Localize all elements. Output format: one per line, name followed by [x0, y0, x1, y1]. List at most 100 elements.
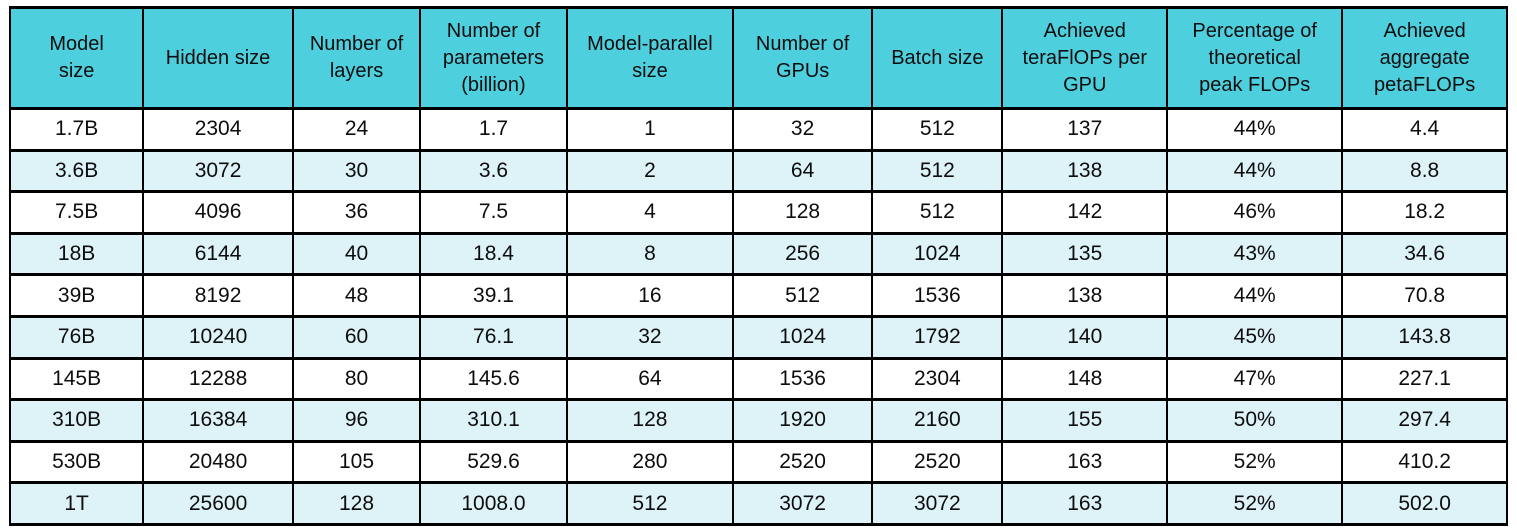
column-header-hidden-size: Hidden size: [142, 6, 294, 110]
table-cell: 32: [731, 107, 874, 152]
table-cell: 8: [565, 231, 735, 277]
table-row: 18B 6144 40 18.4 8 256 1024 135 43% 34.6: [8, 231, 1508, 277]
table-cell: 410.2: [1341, 439, 1508, 485]
table-cell: 140: [1001, 314, 1169, 360]
table-body: 1.7B 2304 24 1.7 1 32 512 137 44% 4.4 3.6B 3072 30 3.…: [8, 107, 1508, 526]
table-cell: 1024: [871, 231, 1004, 277]
table-cell: 16: [565, 273, 735, 318]
table-cell: 39B: [8, 273, 145, 318]
table-cell: 3.6B: [8, 148, 145, 194]
table-cell: 310B: [8, 398, 145, 443]
table-cell: 40: [291, 231, 422, 277]
table-cell: 138: [1001, 273, 1169, 318]
table-cell: 3072: [142, 148, 294, 194]
table-cell: 36: [291, 190, 422, 235]
column-header-batch-size: Batch size: [871, 6, 1004, 110]
table-cell: 1.7: [419, 107, 568, 152]
table-cell: 34.6: [1341, 231, 1508, 277]
header-row: Model size Hidden size Number of layers …: [8, 6, 1508, 110]
table-cell: 137: [1001, 107, 1169, 152]
table-row: 1.7B 2304 24 1.7 1 32 512 137 44% 4.4: [8, 107, 1508, 152]
table-cell: 44%: [1166, 107, 1344, 152]
table-cell: 7.5B: [8, 190, 145, 235]
table-cell: 145.6: [419, 356, 568, 402]
table-cell: 8.8: [1341, 148, 1508, 194]
table-cell: 502.0: [1341, 481, 1508, 526]
table-cell: 4.4: [1341, 107, 1508, 152]
table-cell: 18.4: [419, 231, 568, 277]
table-cell: 1536: [731, 356, 874, 402]
table-cell: 1792: [871, 314, 1004, 360]
table-cell: 1024: [731, 314, 874, 360]
table-cell: 148: [1001, 356, 1169, 402]
table-cell: 44%: [1166, 273, 1344, 318]
table-cell: 47%: [1166, 356, 1344, 402]
table-cell: 2160: [871, 398, 1004, 443]
table-cell: 128: [291, 481, 422, 526]
table-cell: 4: [565, 190, 735, 235]
table-cell: 1008.0: [419, 481, 568, 526]
table-cell: 2: [565, 148, 735, 194]
model-scaling-table: Model size Hidden size Number of layers …: [8, 6, 1508, 526]
table-cell: 24: [291, 107, 422, 152]
table-cell: 297.4: [1341, 398, 1508, 443]
table-cell: 227.1: [1341, 356, 1508, 402]
column-header-number-of-gpus: Number of GPUs: [731, 6, 874, 110]
table-cell: 1920: [731, 398, 874, 443]
table-cell: 76B: [8, 314, 145, 360]
table-cell: 52%: [1166, 439, 1344, 485]
table-cell: 52%: [1166, 481, 1344, 526]
column-header-model-parallel-size: Model-parallel size: [565, 6, 735, 110]
table-cell: 2304: [142, 107, 294, 152]
table-cell: 2304: [871, 356, 1004, 402]
table-cell: 155: [1001, 398, 1169, 443]
table-cell: 16384: [142, 398, 294, 443]
table-cell: 512: [731, 273, 874, 318]
table-cell: 25600: [142, 481, 294, 526]
table-cell: 1T: [8, 481, 145, 526]
table-cell: 256: [731, 231, 874, 277]
table-cell: 128: [565, 398, 735, 443]
table-cell: 7.5: [419, 190, 568, 235]
table-cell: 4096: [142, 190, 294, 235]
table-cell: 142: [1001, 190, 1169, 235]
table-cell: 3072: [871, 481, 1004, 526]
table-cell: 310.1: [419, 398, 568, 443]
table-row: 76B 10240 60 76.1 32 1024 1792 140 45% 143.8: [8, 314, 1508, 360]
table-row: 145B 12288 80 145.6 64 1536 2304 148 47% 227.1: [8, 356, 1508, 402]
table-row: 7.5B 4096 36 7.5 4 128 512 142 46% 18.2: [8, 190, 1508, 235]
table-cell: 45%: [1166, 314, 1344, 360]
table-cell: 6144: [142, 231, 294, 277]
table-cell: 3072: [731, 481, 874, 526]
table-cell: 80: [291, 356, 422, 402]
column-header-number-of-layers: Number of layers: [291, 6, 422, 110]
table-cell: 163: [1001, 481, 1169, 526]
table-row: 39B 8192 48 39.1 16 512 1536 138 44% 70.8: [8, 273, 1508, 318]
table-cell: 128: [731, 190, 874, 235]
table-cell: 3.6: [419, 148, 568, 194]
table-cell: 96: [291, 398, 422, 443]
column-header-achieved-teraflops-per-gpu: Achieved teraFlOPs per GPU: [1001, 6, 1169, 110]
table-cell: 64: [565, 356, 735, 402]
table-cell: 10240: [142, 314, 294, 360]
table-cell: 2520: [871, 439, 1004, 485]
table-cell: 64: [731, 148, 874, 194]
table-cell: 46%: [1166, 190, 1344, 235]
table-cell: 512: [871, 190, 1004, 235]
table-cell: 44%: [1166, 148, 1344, 194]
column-header-number-of-parameters: Number of parameters (billion): [419, 6, 568, 110]
table-cell: 12288: [142, 356, 294, 402]
table-cell: 1: [565, 107, 735, 152]
table-cell: 20480: [142, 439, 294, 485]
table-cell: 105: [291, 439, 422, 485]
table-cell: 530B: [8, 439, 145, 485]
table-cell: 50%: [1166, 398, 1344, 443]
table-cell: 48: [291, 273, 422, 318]
table-row: 1T 25600 128 1008.0 512 3072 3072 163 52% 502.0: [8, 481, 1508, 526]
table-cell: 280: [565, 439, 735, 485]
table-cell: 60: [291, 314, 422, 360]
table-cell: 529.6: [419, 439, 568, 485]
table-header: Model size Hidden size Number of layers …: [8, 6, 1508, 110]
table-cell: 2520: [731, 439, 874, 485]
